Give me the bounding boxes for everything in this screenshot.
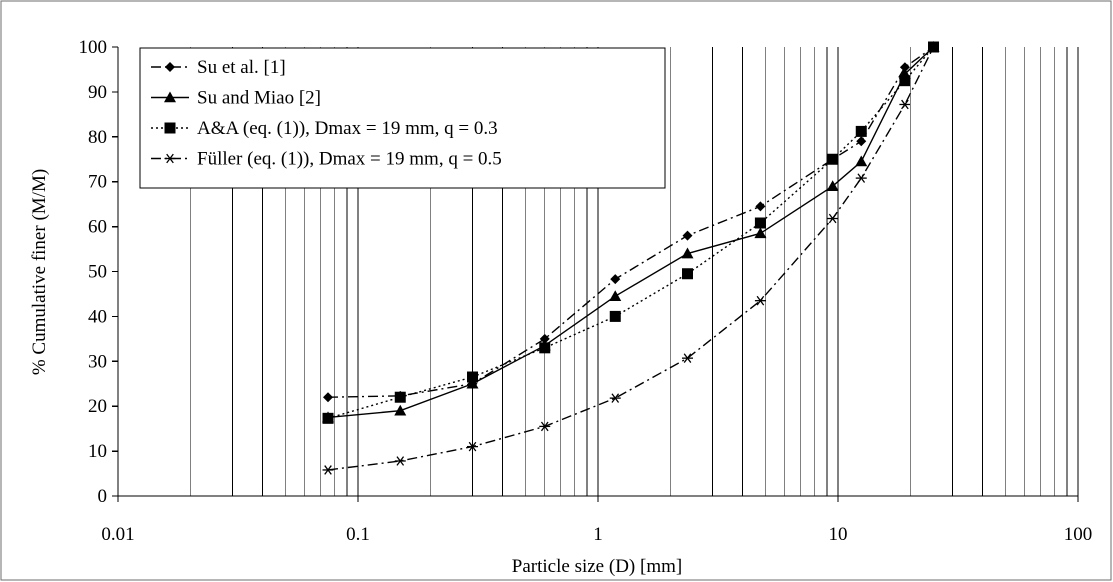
data-point (928, 42, 940, 52)
x-tick-label: 10 (829, 524, 848, 545)
legend-label: Su et al. [1] (197, 57, 286, 78)
axes: 0 10 20 30 40 50 60 70 80 90 100 0.01 0.1 1 10 100 (79, 37, 1093, 545)
data-point (754, 227, 767, 239)
y-tick-label: 60 (88, 217, 107, 238)
legend-entry: Su et al. [1] (151, 57, 286, 78)
data-point (323, 392, 334, 403)
y-axis-label: % Cumulative finer (M/M) (29, 169, 50, 375)
data-point (322, 412, 334, 424)
data-point (754, 217, 766, 229)
data-point (539, 421, 551, 432)
y-tick-label: 70 (88, 172, 107, 193)
series-3 (322, 41, 940, 424)
y-tick-label: 50 (88, 262, 107, 283)
data-point (322, 465, 334, 475)
y-tick-label: 20 (88, 396, 107, 417)
data-point (681, 353, 693, 363)
legend-entry: Füller (eq. (1)), Dmax = 19 mm, q = 0.5 (151, 149, 502, 170)
series-4 (322, 42, 940, 475)
data-point (827, 213, 839, 224)
legend-marker (164, 153, 176, 164)
legend-label: Su and Miao [2] (197, 88, 321, 109)
y-tick-label: 40 (88, 306, 107, 327)
data-point (899, 75, 911, 87)
x-tick-label: 0.1 (346, 524, 370, 545)
data-point (682, 230, 693, 241)
legend: Su et al. [1] Su and Miao [2] A&A (eq. (1)… (139, 47, 666, 189)
legend-marker (165, 62, 175, 72)
data-point (609, 310, 621, 322)
data-point (610, 274, 621, 285)
data-point (826, 180, 839, 191)
data-point (855, 125, 867, 137)
legend-marker (164, 91, 176, 103)
y-tick-label: 0 (98, 486, 108, 507)
data-point (899, 99, 911, 110)
data-point (855, 173, 867, 183)
x-tick-label: 100 (1064, 524, 1093, 545)
x-axis-label: Particle size (D) [mm] (512, 556, 682, 577)
data-point (467, 371, 479, 383)
data-point (827, 153, 839, 165)
data-point (394, 404, 407, 416)
series-line (327, 46, 935, 419)
legend-label: A&A (eq. (1)), Dmax = 19 mm, q = 0.3 (197, 118, 498, 139)
legend-box (139, 47, 666, 189)
data-point (855, 155, 868, 167)
data-point (609, 290, 622, 301)
data-point (394, 391, 406, 403)
x-tick-label: 0.01 (101, 524, 134, 545)
data-point (856, 136, 867, 147)
data-point (681, 247, 694, 259)
data-point (681, 268, 693, 280)
legend-entry: A&A (eq. (1)), Dmax = 19 mm, q = 0.3 (151, 118, 498, 139)
y-tick-label: 80 (88, 127, 107, 148)
data-point (899, 62, 910, 73)
series-layer (322, 41, 940, 475)
legend-marker (164, 122, 176, 134)
legend-label: Füller (eq. (1)), Dmax = 19 mm, q = 0.5 (197, 149, 502, 170)
data-point (539, 333, 550, 344)
data-point (394, 456, 406, 466)
y-tick-label: 90 (88, 82, 107, 103)
y-tick-label: 10 (88, 441, 107, 462)
legend-entry: Su and Miao [2] (151, 88, 321, 109)
data-point (467, 441, 479, 452)
x-tick-label: 1 (593, 524, 603, 545)
data-point (539, 342, 551, 354)
y-tick-label: 100 (79, 37, 108, 58)
data-point (755, 201, 766, 212)
data-point (754, 295, 766, 306)
data-point (466, 377, 479, 389)
y-tick-label: 30 (88, 351, 107, 372)
data-point (609, 393, 621, 403)
